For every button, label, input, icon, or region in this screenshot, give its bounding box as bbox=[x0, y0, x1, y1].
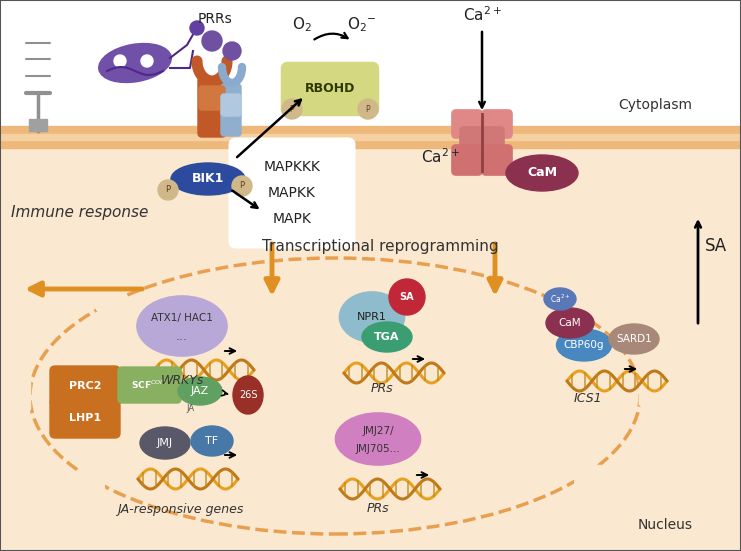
Text: JMJ: JMJ bbox=[157, 438, 173, 448]
Ellipse shape bbox=[544, 288, 576, 310]
Text: PRs: PRs bbox=[367, 503, 389, 516]
Circle shape bbox=[223, 42, 241, 60]
FancyBboxPatch shape bbox=[198, 77, 226, 137]
FancyBboxPatch shape bbox=[221, 94, 241, 116]
Text: P: P bbox=[366, 105, 370, 114]
FancyBboxPatch shape bbox=[482, 110, 512, 138]
Text: MAPKK: MAPKK bbox=[268, 186, 316, 200]
Circle shape bbox=[282, 99, 302, 119]
Text: LHP1: LHP1 bbox=[69, 413, 101, 423]
Text: MAPKKK: MAPKKK bbox=[264, 160, 320, 174]
Circle shape bbox=[158, 180, 178, 200]
Text: ATX1/ HAC1: ATX1/ HAC1 bbox=[151, 313, 213, 323]
Text: SA: SA bbox=[705, 237, 727, 255]
Text: PRC2: PRC2 bbox=[69, 381, 102, 391]
Ellipse shape bbox=[336, 413, 420, 465]
Circle shape bbox=[202, 31, 222, 51]
Ellipse shape bbox=[362, 322, 412, 352]
FancyBboxPatch shape bbox=[97, 281, 124, 311]
Text: RBOHD: RBOHD bbox=[305, 83, 355, 95]
Circle shape bbox=[190, 21, 204, 35]
FancyBboxPatch shape bbox=[118, 367, 181, 403]
Text: Transcriptional reprogramming: Transcriptional reprogramming bbox=[262, 239, 498, 253]
Text: PRs: PRs bbox=[370, 382, 393, 396]
FancyBboxPatch shape bbox=[452, 145, 482, 175]
FancyBboxPatch shape bbox=[230, 139, 354, 247]
Text: NPR1: NPR1 bbox=[357, 312, 387, 322]
FancyBboxPatch shape bbox=[482, 145, 512, 175]
Bar bbox=[0, 134, 741, 140]
Text: ICS1: ICS1 bbox=[574, 392, 602, 406]
Text: Ca$^{2+}$: Ca$^{2+}$ bbox=[421, 147, 459, 166]
Text: Ca$^{2+}$: Ca$^{2+}$ bbox=[550, 293, 571, 305]
Ellipse shape bbox=[546, 308, 594, 338]
Text: SCF$^{COI1}$: SCF$^{COI1}$ bbox=[131, 379, 167, 391]
Text: ...: ... bbox=[176, 329, 188, 343]
Circle shape bbox=[232, 176, 252, 196]
Ellipse shape bbox=[191, 426, 233, 456]
Bar bbox=[0, 136, 741, 551]
Text: PRRs: PRRs bbox=[198, 12, 233, 26]
Text: P: P bbox=[290, 105, 294, 114]
Text: TF: TF bbox=[205, 436, 219, 446]
Text: 26S: 26S bbox=[239, 390, 257, 400]
Circle shape bbox=[358, 99, 378, 119]
Text: MAPK: MAPK bbox=[273, 212, 311, 226]
Text: JAZ: JAZ bbox=[191, 386, 209, 396]
Text: Ca$^{2+}$: Ca$^{2+}$ bbox=[462, 6, 502, 24]
FancyBboxPatch shape bbox=[460, 127, 504, 155]
FancyBboxPatch shape bbox=[639, 376, 668, 406]
Text: CaM: CaM bbox=[527, 166, 557, 180]
Text: O$_2$$^{-}$: O$_2$$^{-}$ bbox=[348, 15, 376, 34]
Ellipse shape bbox=[171, 163, 245, 195]
Bar bbox=[0, 0, 741, 136]
Text: JA: JA bbox=[186, 404, 194, 413]
Ellipse shape bbox=[99, 44, 170, 82]
Text: P: P bbox=[165, 186, 170, 195]
Text: P: P bbox=[239, 181, 245, 191]
Ellipse shape bbox=[339, 292, 405, 342]
Ellipse shape bbox=[178, 377, 222, 405]
Ellipse shape bbox=[556, 329, 611, 361]
FancyBboxPatch shape bbox=[452, 110, 482, 138]
Circle shape bbox=[389, 279, 425, 315]
Text: O$_2$: O$_2$ bbox=[292, 15, 312, 34]
FancyBboxPatch shape bbox=[199, 86, 225, 110]
Ellipse shape bbox=[140, 427, 190, 459]
Text: JA-responsive genes: JA-responsive genes bbox=[117, 503, 243, 516]
Circle shape bbox=[141, 55, 153, 67]
FancyBboxPatch shape bbox=[575, 466, 603, 496]
Ellipse shape bbox=[233, 376, 263, 414]
Text: JMJ705...: JMJ705... bbox=[356, 444, 400, 454]
Ellipse shape bbox=[609, 324, 659, 354]
Text: SA: SA bbox=[399, 292, 414, 302]
Text: Cytoplasm: Cytoplasm bbox=[618, 98, 692, 112]
Ellipse shape bbox=[137, 296, 227, 356]
FancyBboxPatch shape bbox=[2, 381, 30, 411]
FancyBboxPatch shape bbox=[282, 63, 378, 115]
Text: SARD1: SARD1 bbox=[616, 334, 652, 344]
Text: TGA: TGA bbox=[374, 332, 399, 342]
Text: CBP60g: CBP60g bbox=[564, 340, 604, 350]
FancyBboxPatch shape bbox=[50, 398, 120, 438]
Text: CaM: CaM bbox=[559, 318, 581, 328]
Bar bbox=[29, 119, 47, 131]
Bar bbox=[0, 126, 741, 148]
FancyBboxPatch shape bbox=[76, 471, 104, 501]
Text: WRKYs: WRKYs bbox=[160, 375, 204, 387]
Text: Nucleus: Nucleus bbox=[637, 518, 693, 532]
FancyBboxPatch shape bbox=[221, 84, 241, 136]
Ellipse shape bbox=[506, 155, 578, 191]
FancyBboxPatch shape bbox=[50, 366, 120, 406]
Text: Immune response: Immune response bbox=[11, 206, 149, 220]
Text: BIK1: BIK1 bbox=[192, 172, 225, 186]
Circle shape bbox=[114, 55, 126, 67]
Text: JMJ27/: JMJ27/ bbox=[362, 426, 393, 436]
FancyBboxPatch shape bbox=[556, 286, 584, 316]
